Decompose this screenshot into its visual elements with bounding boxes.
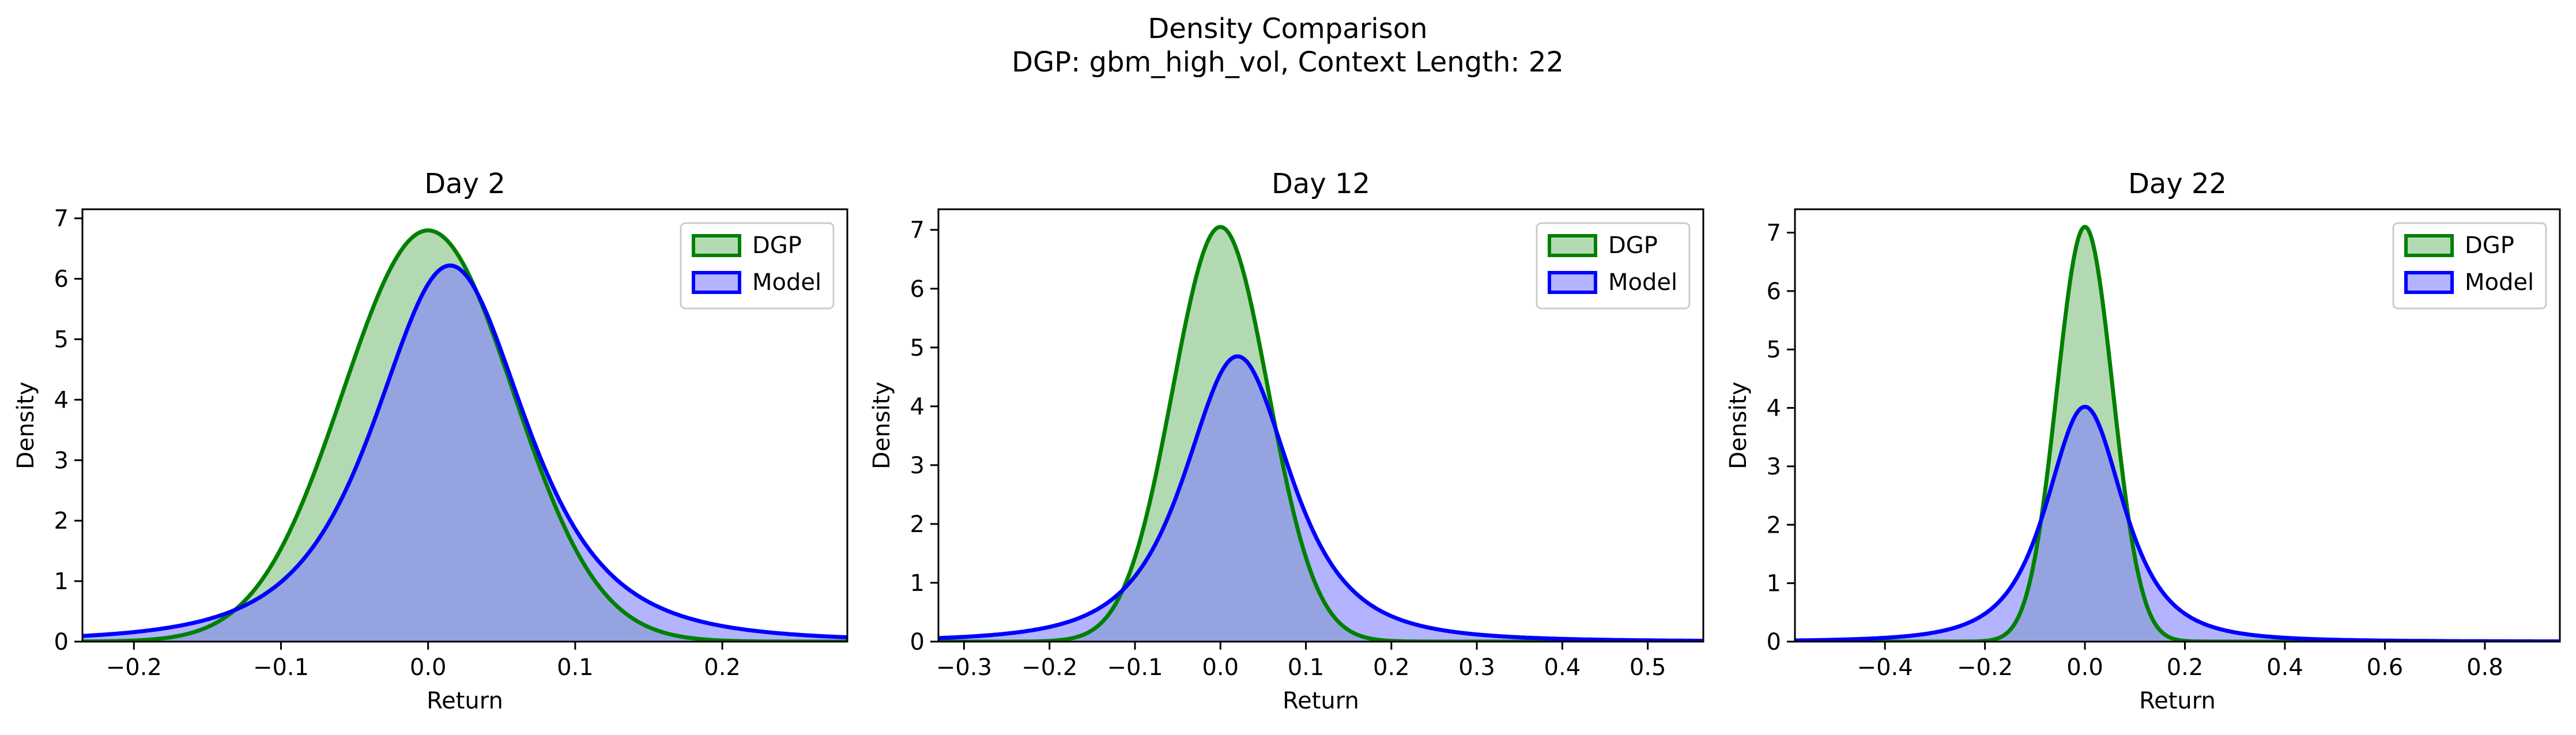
x-tick-label: 0.0	[410, 654, 447, 681]
axes-frame	[81, 208, 848, 643]
x-tick-label: −0.1	[253, 654, 309, 681]
panel-day-12: −0.3 −0.2 −0.1 0.0 0.1 0.2 0.3 0.4 0.5 0 1 2 3 4 5 6 7 Da…	[869, 168, 1704, 714]
y-tick-label: 3	[1767, 454, 1781, 480]
legend-swatch-model	[692, 271, 741, 294]
legend-label-model: Model	[2465, 269, 2534, 296]
figure-subtitle: DGP: gbm_high_vol, Context Length: 22	[1012, 46, 1564, 78]
x-tick-label: 0.1	[1288, 654, 1325, 681]
legend-swatch-dgp	[2404, 234, 2454, 257]
y-tick-label: 5	[1767, 337, 1781, 363]
y-tick-label: 4	[910, 394, 925, 420]
y-tick-label: 1	[910, 570, 925, 597]
y-tick-label: 1	[1767, 571, 1781, 597]
legend-swatch-model	[1548, 271, 1597, 294]
plot-area	[938, 225, 1703, 642]
x-axis-label: Return	[2139, 688, 2216, 714]
panel-title: Day 22	[2128, 168, 2227, 200]
y-tick-label: 6	[54, 266, 69, 293]
y-axis-label: Density	[13, 382, 39, 469]
y-tick-label: 5	[54, 327, 69, 353]
x-tick-label: −0.1	[1107, 654, 1163, 681]
series-dgp-line	[82, 228, 847, 642]
x-axis-label: Return	[1283, 688, 1359, 714]
axes-frame	[1794, 208, 2561, 643]
panel-day-22: −0.4 −0.2 0.0 0.2 0.4 0.6 0.8 0 1 2 3 4 5 6 7 Day 22 Ret…	[1725, 168, 2561, 714]
y-axis-label: Density	[1725, 382, 1752, 469]
series-dgp-line	[1795, 225, 2560, 642]
y-tick-label: 6	[910, 276, 925, 303]
panel-title: Day 12	[1272, 168, 1370, 200]
y-tick-label: 0	[54, 629, 69, 655]
x-tick-label: −0.2	[1957, 654, 2013, 681]
axes-frame	[937, 208, 1704, 643]
legend-swatch-model	[2404, 271, 2454, 294]
x-tick-label: 0.1	[557, 654, 594, 681]
legend-label-dgp: DGP	[752, 232, 802, 259]
y-tick-label: 5	[910, 335, 925, 361]
y-tick-label: 4	[54, 387, 69, 413]
legend: DGP Model	[680, 222, 835, 310]
x-tick-label: −0.3	[936, 654, 992, 681]
x-tick-label: −0.4	[1857, 654, 1913, 681]
legend: DGP Model	[1536, 222, 1691, 310]
legend: DGP Model	[2392, 222, 2547, 310]
legend-label-model: Model	[1608, 269, 1677, 296]
series-model-line	[1795, 405, 2560, 642]
y-tick-label: 1	[54, 568, 69, 595]
x-tick-label: 0.0	[1202, 654, 1239, 681]
x-tick-label: −0.2	[1021, 654, 1077, 681]
y-tick-label: 6	[1767, 278, 1781, 305]
y-axis-label: Density	[869, 382, 895, 469]
series-model-fill	[82, 265, 847, 642]
y-tick-label: 2	[910, 511, 925, 538]
panel-day-2: −0.2 −0.1 0.0 0.1 0.2 0 1 2 3 4 5 6 7 Day 2 Return Dens…	[13, 168, 848, 714]
x-tick-label: 0.6	[2367, 654, 2404, 681]
x-tick-label: 0.4	[2266, 654, 2303, 681]
y-tick-label: 2	[54, 508, 69, 534]
x-tick-label: 0.2	[2167, 654, 2204, 681]
x-tick-label: 0.2	[704, 654, 741, 681]
x-tick-label: 0.2	[1373, 654, 1410, 681]
y-tick-label: 7	[910, 217, 925, 244]
x-tick-label: −0.2	[106, 654, 162, 681]
figure-title: Density Comparison	[1148, 13, 1427, 45]
x-tick-label: 0.8	[2466, 654, 2503, 681]
series-model-line	[82, 263, 847, 639]
series-dgp-line	[938, 225, 1703, 642]
legend-label-model: Model	[752, 269, 821, 296]
y-tick-label: 3	[54, 447, 69, 474]
x-axis-label: Return	[427, 688, 503, 714]
y-tick-label: 7	[1767, 220, 1781, 247]
panel-title: Day 2	[424, 168, 506, 200]
legend-swatch-dgp	[1548, 234, 1597, 257]
y-tick-label: 0	[910, 629, 925, 655]
y-tick-label: 0	[1767, 629, 1781, 655]
y-tick-label: 4	[1767, 395, 1781, 422]
x-tick-label: 0.3	[1458, 654, 1495, 681]
x-tick-label: 0.5	[1630, 654, 1666, 681]
legend-swatch-dgp	[692, 234, 741, 257]
series-model-fill	[938, 356, 1703, 642]
legend-label-dgp: DGP	[1608, 232, 1658, 259]
x-tick-label: 0.0	[2066, 654, 2103, 681]
y-tick-label: 2	[1767, 512, 1781, 538]
legend-label-dgp: DGP	[2465, 232, 2514, 259]
y-tick-label: 3	[910, 453, 925, 479]
x-tick-label: 0.4	[1544, 654, 1581, 681]
y-tick-label: 7	[54, 206, 69, 232]
series-model-line	[938, 354, 1703, 642]
plot-area	[82, 228, 847, 642]
